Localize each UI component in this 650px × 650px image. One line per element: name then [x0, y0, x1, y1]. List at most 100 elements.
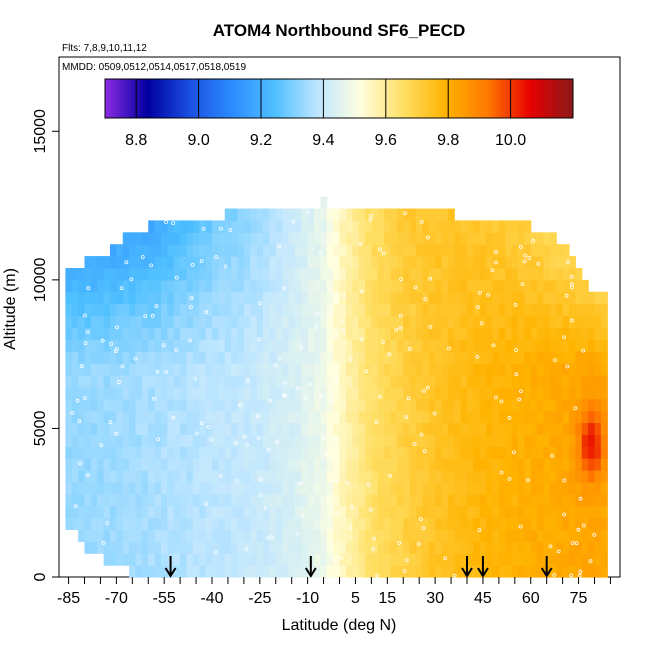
heatmap-cell: [218, 315, 226, 328]
heatmap-cell: [250, 398, 258, 412]
heatmap-cell: [549, 541, 557, 554]
heatmap-cell: [339, 303, 347, 317]
heatmap-cell: [103, 256, 111, 269]
heatmap-cell: [365, 303, 372, 317]
heatmap-cell: [511, 553, 519, 566]
sample-point: [486, 292, 490, 297]
heatmap-cell: [569, 446, 576, 459]
heatmap-cell: [148, 291, 156, 305]
sample-point: [70, 410, 75, 415]
heatmap-cell: [275, 505, 283, 519]
heatmap-cell: [588, 303, 596, 317]
heatmap-cell: [314, 565, 321, 578]
heatmap-cell: [441, 481, 449, 495]
sample-point: [569, 274, 574, 279]
heatmap-cell: [301, 565, 309, 578]
heatmap-cell: [447, 256, 455, 269]
heatmap-cell: [371, 220, 379, 233]
colorbar-swatch: [415, 79, 419, 118]
heatmap-cell: [428, 386, 436, 400]
heatmap-cell: [454, 458, 462, 471]
sample-point: [507, 415, 512, 420]
heatmap-cell: [180, 470, 188, 483]
heatmap-cell: [78, 517, 86, 531]
heatmap-cell: [600, 565, 608, 578]
heatmap-cell: [154, 470, 162, 483]
sample-point: [576, 527, 581, 532]
heatmap-cell: [135, 303, 143, 317]
heatmap-cell: [224, 374, 232, 388]
heatmap-cell: [301, 351, 309, 364]
heatmap-cell: [486, 505, 494, 519]
heatmap-cell: [154, 386, 162, 400]
heatmap-cell: [161, 493, 168, 507]
heatmap-cell: [371, 374, 379, 388]
heatmap-cell: [556, 458, 564, 471]
heatmap-cell: [441, 351, 449, 364]
sample-point: [349, 504, 354, 509]
sample-point: [171, 221, 176, 226]
heatmap-cell: [250, 386, 258, 400]
heatmap-cell: [498, 315, 506, 328]
heatmap-cell: [543, 279, 551, 293]
heatmap-cell: [269, 386, 277, 400]
x-tick-label: 60: [522, 590, 540, 607]
heatmap-cell: [390, 208, 398, 222]
heatmap-cell: [129, 267, 137, 281]
heatmap-cell: [78, 481, 86, 495]
heatmap-cell: [161, 220, 168, 233]
heatmap-cell: [320, 410, 328, 424]
heatmap-cell: [250, 565, 258, 578]
sample-point: [298, 481, 302, 486]
heatmap-cell: [505, 256, 513, 269]
heatmap-cell: [447, 232, 455, 245]
heatmap-cell: [154, 339, 162, 352]
heatmap-cell: [518, 470, 525, 483]
heatmap-cell: [231, 244, 239, 257]
heatmap-cell: [90, 351, 98, 364]
heatmap-cell: [90, 493, 98, 507]
heatmap-cell: [390, 458, 398, 471]
heatmap-cell: [524, 505, 532, 519]
heatmap-cell: [486, 410, 494, 424]
heatmap-cell: [543, 481, 551, 495]
heatmap-cell: [129, 291, 137, 305]
heatmap-cell: [224, 303, 232, 317]
heatmap-cell: [224, 244, 232, 257]
heatmap-cell: [479, 303, 487, 317]
heatmap-cell: [543, 363, 551, 376]
heatmap-cell: [288, 339, 296, 352]
sample-point: [553, 358, 557, 363]
sample-point: [256, 435, 261, 440]
heatmap-cell: [549, 422, 557, 435]
heatmap-cell: [454, 256, 462, 269]
heatmap-cell: [282, 363, 290, 376]
heatmap-cell: [237, 565, 245, 578]
heatmap-cell: [524, 434, 532, 447]
heatmap-cell: [479, 279, 487, 293]
heatmap-cell: [333, 541, 341, 554]
heatmap-cell: [518, 410, 525, 424]
heatmap-cell: [129, 422, 137, 435]
heatmap-cell: [588, 386, 596, 400]
heatmap-cell: [148, 529, 156, 542]
colorbar-swatch: [122, 79, 126, 118]
sample-point: [283, 380, 288, 385]
colorbar-swatch: [549, 79, 554, 118]
heatmap-cell: [218, 565, 226, 578]
heatmap-cell: [320, 256, 328, 269]
heatmap-cell: [148, 541, 156, 554]
colorbar-swatch: [458, 79, 463, 118]
heatmap-cell: [358, 315, 366, 328]
heatmap-cell: [530, 267, 538, 281]
heatmap-cell: [588, 410, 596, 424]
sample-point: [86, 286, 91, 291]
heatmap-cell: [110, 493, 117, 507]
heatmap-cell: [307, 410, 315, 424]
heatmap-cell: [352, 541, 360, 554]
colorbar-swatch: [423, 79, 428, 118]
colorbar-swatch: [248, 79, 252, 118]
heatmap-cell: [352, 267, 360, 281]
heatmap-cell: [435, 422, 443, 435]
heatmap-cell: [320, 303, 328, 317]
